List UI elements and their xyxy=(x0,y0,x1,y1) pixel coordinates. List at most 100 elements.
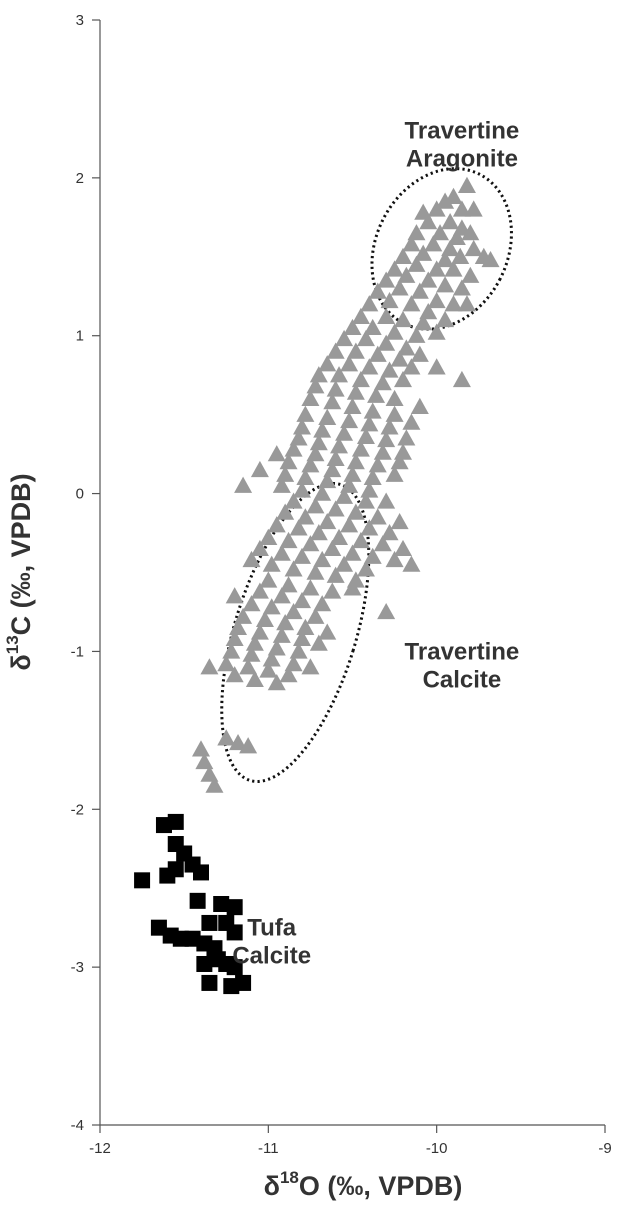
triangle-point xyxy=(225,666,244,683)
triangle-point xyxy=(368,282,387,299)
triangle-point xyxy=(217,655,236,672)
square-point xyxy=(201,974,218,991)
square-point xyxy=(201,914,218,931)
triangle-point xyxy=(318,471,337,489)
triangle-point xyxy=(385,405,404,422)
triangle-point xyxy=(424,235,443,252)
square-point xyxy=(226,924,243,941)
triangle-point xyxy=(301,579,320,596)
triangle-point xyxy=(301,456,320,473)
axes xyxy=(99,20,605,1126)
triangle-point xyxy=(335,424,354,441)
triangle-point xyxy=(360,481,379,498)
triangle-point xyxy=(323,582,342,599)
group-ellipse xyxy=(370,167,513,331)
triangle-point xyxy=(296,405,315,422)
y-tick-label: 0 xyxy=(76,486,84,503)
triangle-point xyxy=(402,413,421,430)
triangle-point xyxy=(245,634,264,651)
triangle-point xyxy=(414,244,433,261)
triangle-point xyxy=(259,661,278,678)
triangle-point xyxy=(330,366,349,383)
triangle-point xyxy=(427,291,446,309)
triangle-point xyxy=(457,295,476,312)
annotation-line: Aragonite xyxy=(406,145,518,172)
triangle-point xyxy=(267,516,286,533)
triangle-point xyxy=(380,418,399,435)
triangle-point xyxy=(410,397,429,414)
triangle-point xyxy=(402,235,421,252)
triangle-point xyxy=(373,443,392,460)
triangle-point xyxy=(284,440,303,457)
triangle-point xyxy=(360,415,379,432)
triangle-point xyxy=(284,560,303,577)
triangle-point xyxy=(385,465,404,482)
triangle-point xyxy=(326,500,345,517)
triangle-point xyxy=(284,492,303,509)
triangle-point xyxy=(436,250,455,268)
triangle-point xyxy=(436,310,455,328)
triangle-point xyxy=(452,279,471,296)
triangle-point xyxy=(318,408,337,425)
triangle-point xyxy=(402,295,421,312)
triangle-point xyxy=(225,629,244,646)
triangle-point xyxy=(262,598,281,615)
square-point xyxy=(159,867,176,884)
y-tick-label: -2 xyxy=(71,801,84,818)
triangle-point xyxy=(289,519,308,536)
triangle-point xyxy=(444,295,463,312)
x-tick-label: -10 xyxy=(426,1140,448,1157)
y-axis-title-sup: 13 xyxy=(3,635,22,654)
triangle-point xyxy=(407,326,426,343)
x-axis-title: δ18O (‰, VPDB) xyxy=(264,1168,463,1201)
y-axis-title: δ13C (‰, VPDB) xyxy=(3,473,36,670)
triangle-point xyxy=(410,345,429,362)
triangle-point xyxy=(373,535,392,552)
points xyxy=(134,176,500,995)
triangle-point xyxy=(250,460,269,478)
y-tick-label: -3 xyxy=(71,959,84,976)
y-axis-title-rest: C (‰, VPDB) xyxy=(6,473,36,635)
triangle-point xyxy=(262,650,281,667)
triangle-point xyxy=(394,443,412,460)
triangle-point xyxy=(279,666,298,683)
triangle-point xyxy=(452,370,471,388)
triangle-point xyxy=(313,484,332,501)
triangle-point xyxy=(335,487,354,504)
triangle-point xyxy=(323,393,342,410)
triangle-point xyxy=(368,345,387,362)
triangle-point xyxy=(306,497,325,514)
y-tick-label: -4 xyxy=(71,1117,84,1134)
triangle-point xyxy=(242,550,261,568)
triangle-point xyxy=(318,512,337,530)
triangle-point xyxy=(309,524,328,541)
triangle-point xyxy=(279,453,298,470)
triangle-point xyxy=(360,519,379,536)
triangle-point xyxy=(402,555,421,572)
triangle-point xyxy=(267,445,286,462)
triangle-point xyxy=(351,531,370,549)
triangle-point xyxy=(229,733,248,751)
triangle-point xyxy=(380,291,399,309)
triangle-point xyxy=(293,591,311,609)
triangle-point xyxy=(323,539,342,557)
triangle-point xyxy=(318,355,337,372)
triangle-point xyxy=(293,418,311,435)
triangle-point xyxy=(436,276,455,293)
triangle-point xyxy=(452,200,471,217)
triangle-point xyxy=(444,260,463,277)
triangle-point xyxy=(360,295,379,312)
triangle-point xyxy=(377,602,396,620)
triangle-point xyxy=(242,595,261,612)
y-tick-label: -1 xyxy=(71,643,84,660)
triangle-point xyxy=(242,645,261,662)
triangle-point xyxy=(377,271,396,288)
x-axis-title-sup: 18 xyxy=(280,1168,299,1187)
square-point xyxy=(167,813,184,830)
triangle-point xyxy=(351,440,370,457)
triangle-point xyxy=(279,531,298,549)
triangle-point xyxy=(296,508,315,525)
triangle-point xyxy=(394,247,412,264)
triangle-point xyxy=(272,626,291,643)
triangle-point xyxy=(340,411,359,429)
